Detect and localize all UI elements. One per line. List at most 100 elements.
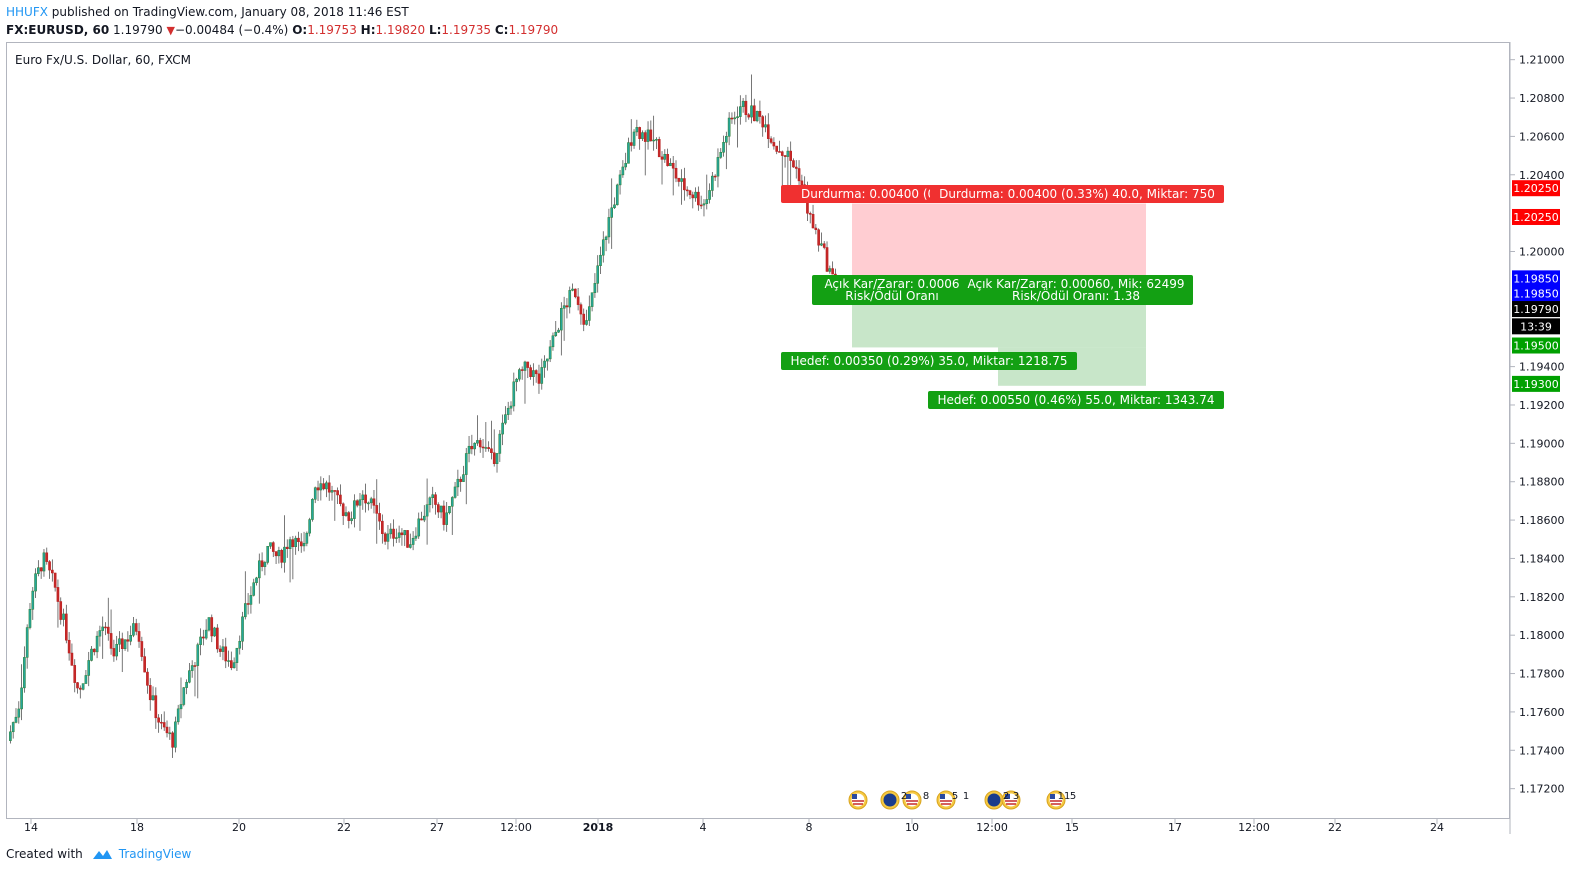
candle: [518, 367, 521, 382]
candle: [428, 496, 432, 513]
price-tick-label: 1.20600: [1519, 130, 1565, 143]
candle: [118, 631, 121, 653]
candle: [353, 494, 356, 528]
tradingview-link[interactable]: TradingView: [91, 845, 191, 863]
eu-event-icon[interactable]: [880, 790, 900, 810]
us-event-icon[interactable]: [1046, 790, 1066, 810]
candle: [504, 406, 507, 425]
candle: [473, 442, 476, 456]
stop-label[interactable]: Durdurma: 0.00400 (0.33%) 40.0, Miktar: …: [930, 185, 1224, 203]
candle: [783, 155, 787, 168]
candle: [811, 204, 815, 229]
position-labels[interactable]: Durdurma: 0.00400 (0. Durdurma: 0.00400 (…: [781, 185, 1224, 409]
symbol-name[interactable]: FX:EURUSD, 60: [6, 23, 110, 37]
candle: [132, 616, 135, 638]
candle: [739, 95, 742, 125]
price-tick-label: 1.17800: [1519, 668, 1565, 681]
candle: [750, 74, 753, 124]
candle: [431, 486, 435, 509]
candle: [450, 496, 454, 535]
price-chart[interactable]: Euro Fx/U.S. Dollar, 60, FXCM 1.210001.2…: [6, 42, 1568, 834]
target-label-2[interactable]: Hedef: 0.00550 (0.46%) 55.0, Miktar: 134…: [928, 391, 1224, 409]
time-tick-label: 12:00: [500, 821, 532, 834]
candle: [741, 98, 745, 113]
candle: [694, 187, 697, 202]
us-event-icon[interactable]: [902, 790, 922, 810]
eu-event-icon[interactable]: [984, 790, 1004, 810]
us-event-icon[interactable]: [1001, 790, 1021, 810]
candle: [537, 364, 541, 394]
candle: [568, 286, 572, 314]
candle: [571, 283, 574, 292]
high-value: 1.19820: [375, 23, 426, 37]
candle: [523, 360, 527, 404]
candle: [381, 514, 384, 544]
candle: [25, 624, 29, 669]
candle: [224, 637, 228, 669]
candle: [747, 112, 751, 120]
candle: [512, 372, 516, 412]
price-markers: 1.20250 1.20250 1.19850 1.19850 1.19790 13:39…: [1512, 180, 1560, 392]
event-count: 2: [1003, 791, 1009, 802]
candle: [585, 309, 588, 326]
author-link[interactable]: HHUFX: [6, 5, 48, 19]
candle: [263, 560, 267, 576]
candle: [808, 211, 812, 224]
candle: [436, 502, 440, 518]
candle: [249, 586, 253, 614]
open-pl-label[interactable]: Açık Kar/Zarar: 0.00060, Mik: 62499Risk/…: [959, 275, 1193, 305]
candle: [34, 568, 37, 598]
candle: [574, 288, 577, 299]
candle: [576, 288, 580, 311]
low-label: L:: [428, 23, 442, 37]
candle: [476, 415, 479, 446]
candle: [509, 401, 513, 415]
candle: [230, 651, 233, 671]
event-count: 1: [963, 791, 969, 802]
svg-text:Risk/Ödül Oranı: Risk/Ödül Oranı: [845, 287, 938, 303]
price-axis[interactable]: 1.21000 1.20800 1.20600 1.20400 1.20000 1.194…: [1510, 54, 1565, 796]
candle: [615, 183, 619, 206]
us-event-icon[interactable]: [848, 790, 868, 810]
candle: [297, 531, 300, 552]
price-tick-label: 1.17400: [1519, 744, 1565, 757]
chart-title: Euro Fx/U.S. Dollar, 60, FXCM: [15, 53, 191, 67]
candle: [492, 429, 496, 467]
plot-area[interactable]: [6, 42, 1510, 819]
candle: [221, 639, 225, 661]
candle: [478, 437, 482, 453]
candle: [677, 177, 681, 187]
created-with-text: Created with: [6, 847, 83, 861]
candle: [101, 616, 105, 659]
candle: [81, 683, 85, 691]
target-label-1[interactable]: Hedef: 0.00350 (0.29%) 35.0, Miktar: 121…: [781, 352, 1077, 370]
candle: [764, 115, 767, 133]
candle: [336, 487, 339, 505]
candle: [691, 191, 695, 209]
candle: [546, 358, 549, 371]
candle: [383, 531, 387, 545]
stop-label-partial[interactable]: Durdurma: 0.00400 (0.: [781, 185, 959, 203]
candle: [216, 624, 219, 653]
candle: [534, 369, 538, 383]
candle: [386, 524, 390, 550]
stop-loss-zone[interactable]: [852, 203, 1146, 281]
event-count: 5: [1070, 791, 1076, 802]
candle: [635, 119, 639, 136]
us-event-icon[interactable]: [936, 790, 956, 810]
candle: [702, 199, 706, 217]
candle: [632, 129, 636, 149]
candle: [565, 298, 569, 319]
candle: [232, 657, 236, 669]
price-marker: 1.19850: [1512, 285, 1560, 302]
price-tick-label: 1.21000: [1519, 54, 1565, 67]
time-tick-label: 27: [430, 821, 444, 834]
price-change: −0.00484 (−0.4%): [174, 23, 289, 37]
candle: [92, 648, 96, 656]
price-tick-label: 1.18400: [1519, 552, 1565, 565]
candle: [607, 208, 611, 244]
candle: [148, 678, 152, 711]
economic-events[interactable]: 2 8 5 1 2 3 11 5: [848, 790, 1076, 810]
time-axis[interactable]: 14 18 20 22 27 12:00 2018 4 8 10 12:00 15 17 12:00 22 2…: [24, 819, 1444, 834]
